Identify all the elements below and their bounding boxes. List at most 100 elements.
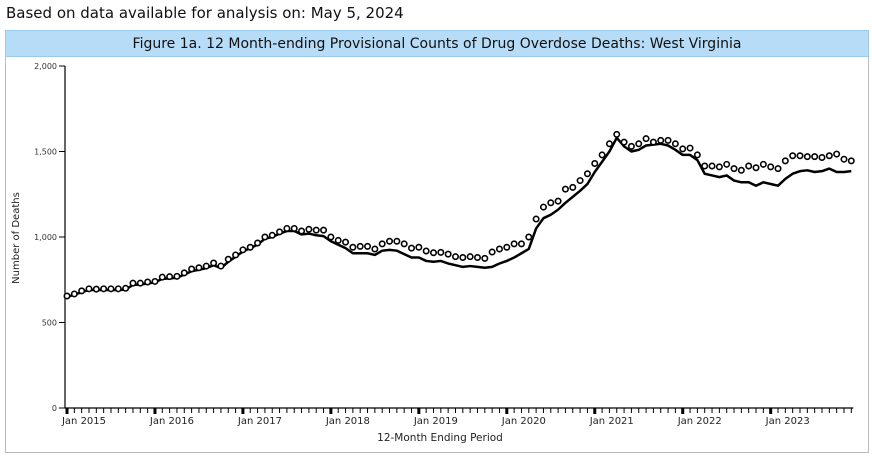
predicted-point: [620, 138, 628, 146]
predicted-point: [246, 243, 254, 251]
predicted-point: [437, 248, 445, 256]
predicted-point: [532, 215, 540, 223]
predicted-point: [759, 160, 767, 168]
predicted-point: [745, 162, 753, 170]
y-axis-label: Number of Deaths: [11, 192, 22, 284]
data-availability-note: Based on data available for analysis on:…: [6, 4, 404, 22]
predicted-point: [789, 152, 797, 160]
predicted-point: [583, 170, 591, 178]
predicted-point: [451, 253, 459, 261]
predicted-point: [847, 157, 855, 165]
predicted-point: [371, 245, 379, 253]
predicted-point: [144, 278, 152, 286]
predicted-point: [70, 290, 78, 298]
predicted-point: [701, 162, 709, 170]
predicted-point: [232, 251, 240, 259]
predicted-point: [158, 273, 166, 281]
predicted-point: [627, 142, 635, 150]
predicted-point: [561, 185, 569, 193]
marks: [63, 130, 855, 300]
predicted-point: [239, 246, 247, 254]
predicted-point: [730, 165, 738, 173]
predicted-point: [378, 240, 386, 248]
predicted-point: [408, 244, 416, 252]
predicted-point: [715, 163, 723, 171]
y-tick-label: 1,500: [34, 148, 57, 157]
predicted-point: [613, 130, 621, 138]
predicted-point: [290, 224, 298, 232]
predicted-point: [664, 136, 672, 144]
predicted-point: [591, 159, 599, 167]
predicted-point: [539, 203, 547, 211]
predicted-point: [517, 240, 525, 248]
x-tick-label: Jan 2020: [501, 416, 546, 427]
predicted-point: [693, 151, 701, 159]
predicted-point: [78, 287, 86, 295]
x-tick-label: Jan 2023: [765, 416, 810, 427]
predicted-point: [840, 155, 848, 163]
predicted-point: [122, 284, 130, 292]
predicted-point: [349, 243, 357, 251]
x-tick-label: Jan 2015: [61, 416, 106, 427]
predicted-point: [576, 177, 584, 185]
predicted-point: [202, 262, 210, 270]
predicted-point: [547, 199, 555, 207]
predicted-point: [276, 228, 284, 236]
predicted-point: [254, 239, 262, 247]
predicted-point: [107, 285, 115, 293]
predicted-point: [525, 233, 533, 241]
x-tick-label: Jan 2016: [149, 416, 194, 427]
predicted-point: [649, 138, 657, 146]
predicted-point: [723, 160, 731, 168]
predicted-point: [224, 255, 232, 263]
predicted-point: [327, 233, 335, 241]
y-tick-label: 1,000: [34, 233, 57, 242]
predicted-point: [312, 226, 320, 234]
predicted-point: [393, 237, 401, 245]
predicted-point: [569, 183, 577, 191]
predicted-point: [100, 285, 108, 293]
predicted-point: [708, 162, 716, 170]
predicted-point: [217, 262, 225, 270]
predicted-point: [415, 243, 423, 251]
y-tick-label: 0: [52, 404, 57, 413]
predicted-point: [686, 144, 694, 152]
y-tick-label: 500: [42, 319, 57, 328]
predicted-point: [180, 269, 188, 277]
x-tick-label: Jan 2022: [677, 416, 722, 427]
predicted-point: [466, 253, 474, 261]
x-tick-label: Jan 2021: [589, 416, 634, 427]
predicted-point: [422, 247, 430, 255]
predicted-point: [320, 226, 328, 234]
predicted-point: [503, 243, 511, 251]
predicted-point: [298, 227, 306, 235]
predicted-point: [92, 285, 100, 293]
predicted-point: [554, 197, 562, 205]
predicted-point: [188, 265, 196, 273]
predicted-point: [136, 279, 144, 287]
predicted-point: [510, 240, 518, 248]
predicted-point: [781, 157, 789, 165]
predicted-point: [605, 140, 613, 148]
predicted-point: [166, 273, 174, 281]
predicted-point: [767, 163, 775, 171]
predicted-point: [495, 245, 503, 253]
predicted-point: [305, 225, 313, 233]
predicted-point: [210, 259, 218, 267]
predicted-point: [774, 165, 782, 173]
predicted-point: [818, 153, 826, 161]
predicted-point: [671, 140, 679, 148]
predicted-point: [195, 264, 203, 272]
predicted-point: [85, 285, 93, 293]
x-axis-label: 12-Month Ending Period: [377, 432, 503, 444]
axes: 0 500 1,000 1,500 2,000 Jan 2015 Jan 2016 Jan 2…: [34, 62, 854, 427]
predicted-point: [737, 166, 745, 174]
predicted-point: [268, 231, 276, 239]
predicted-point: [429, 249, 437, 257]
predicted-point: [598, 151, 606, 159]
predicted-point: [364, 242, 372, 250]
predicted-point: [833, 150, 841, 158]
predicted-point: [283, 224, 291, 232]
predicted-point: [481, 254, 489, 262]
